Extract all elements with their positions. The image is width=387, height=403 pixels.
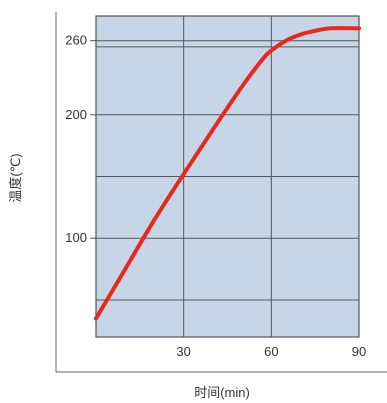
y-tick-label: 100 [65, 230, 87, 245]
y-tick-label: 260 [65, 33, 87, 48]
temperature-series-line [94, 26, 361, 321]
y-axis-title: 温度(℃) [8, 153, 23, 202]
gridlines [96, 16, 359, 337]
tick-labels: 100 200 260 30 60 90 [65, 33, 366, 359]
x-tick-label: 30 [176, 344, 190, 359]
x-tick-label: 60 [264, 344, 278, 359]
x-axis-title: 时间(min) [194, 385, 250, 400]
x-tick-label: 90 [352, 344, 366, 359]
series-layer [94, 26, 361, 321]
y-tick-label: 200 [65, 107, 87, 122]
